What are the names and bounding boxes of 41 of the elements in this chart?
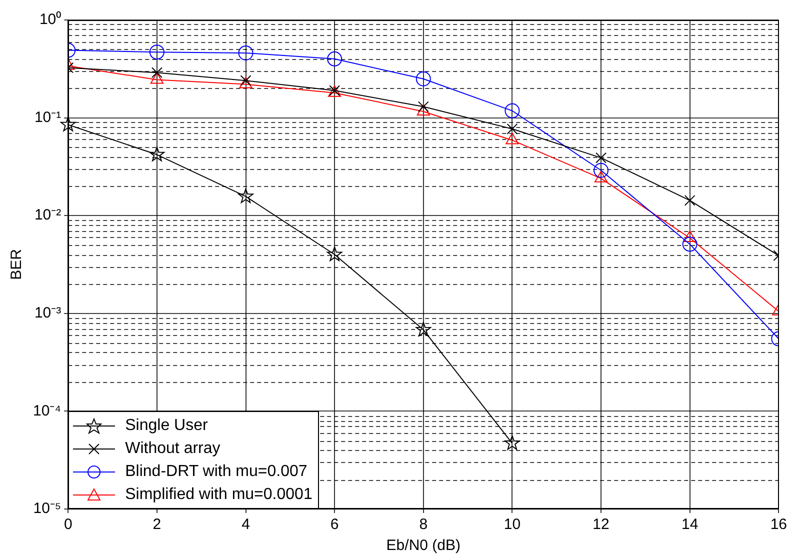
point: [682, 236, 698, 252]
point: [238, 188, 254, 204]
x-tick-label: 10: [504, 516, 521, 534]
x-tick-label: 16: [770, 516, 787, 534]
point: [149, 146, 165, 162]
legend-label: Without array: [125, 439, 220, 459]
x-tick-label: 4: [242, 516, 250, 534]
point: [151, 67, 162, 78]
point: [327, 51, 342, 66]
point: [504, 103, 520, 118]
x-tick-label: 6: [330, 516, 339, 534]
point: [416, 322, 432, 336]
y-tick-label: 10⁻²: [34, 206, 62, 224]
x-axis-title: Eb/N0 (dB): [386, 537, 460, 554]
legend-label: Single User: [125, 416, 208, 436]
point: [504, 435, 520, 450]
point: [416, 71, 431, 86]
point: [238, 45, 254, 60]
y-tick-label: 10⁻⁵: [33, 500, 62, 518]
y-tick-label: 10⁰: [39, 11, 62, 28]
point: [506, 132, 519, 144]
x-tick-label: 2: [152, 516, 162, 534]
point: [149, 44, 164, 60]
x-tick-label: 14: [682, 516, 698, 534]
point: [60, 116, 76, 132]
point: [326, 246, 342, 262]
point: [594, 162, 609, 178]
x-tick-label: 0: [64, 516, 72, 534]
point: [506, 123, 518, 134]
y-tick-label: 10⁻⁴: [32, 402, 62, 420]
point: [596, 152, 606, 164]
x-tick-label: 12: [592, 516, 610, 534]
point: [418, 101, 429, 112]
y-tick-label: 10⁻¹: [34, 108, 62, 126]
point: [684, 194, 696, 206]
y-axis-title: BER: [8, 248, 26, 280]
legend-label: Simplified with mu=0.0001: [125, 485, 312, 505]
legend-label: Blind-DRT with mu=0.007: [125, 462, 308, 482]
y-tick-label: 10⁻³: [34, 304, 62, 322]
x-tick-label: 8: [419, 516, 428, 534]
point: [683, 230, 696, 242]
